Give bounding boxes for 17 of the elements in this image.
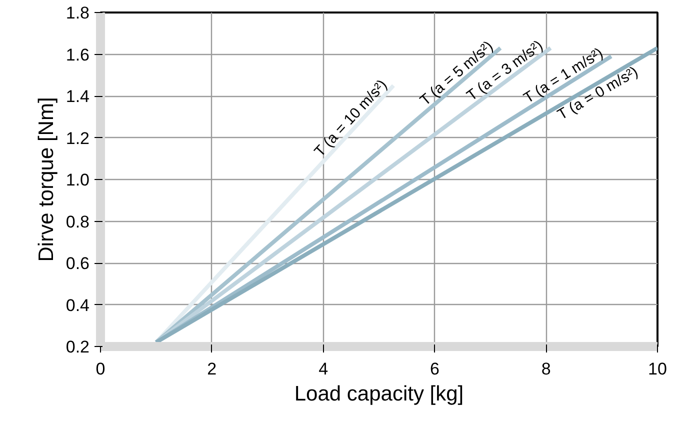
y-tick-label: 1.4: [66, 87, 90, 106]
y-tick-label: 0.2: [66, 338, 90, 356]
x-tick-label: 0: [96, 360, 106, 378]
x-axis-title: Load capacity [kg]: [294, 382, 464, 406]
x-tick-label: 2: [207, 360, 217, 378]
y-tick-label: 1.0: [66, 170, 90, 190]
x-tick-label: 10: [648, 360, 667, 378]
y-tick-label: 1.6: [66, 45, 90, 64]
y-tick-label: 0.4: [66, 296, 90, 315]
x-tick-label: 4: [318, 360, 328, 378]
y-tick-label: 1.8: [66, 4, 90, 22]
y-tick-label: 0.6: [66, 254, 90, 273]
x-tick-label: 8: [541, 360, 551, 378]
y-tick-label: 0.8: [66, 212, 90, 232]
y-axis-title: Dirve torque [Nm]: [34, 97, 58, 262]
x-tick-label: 6: [430, 360, 440, 378]
y-tick-label: 1.2: [66, 128, 90, 148]
